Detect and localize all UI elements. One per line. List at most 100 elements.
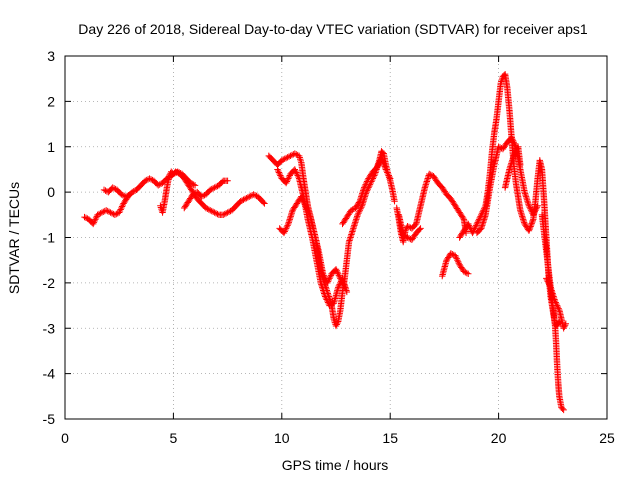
data-point [341, 284, 348, 291]
data-point [319, 270, 327, 277]
data-point [283, 178, 291, 185]
data-point [355, 210, 362, 217]
data-point [546, 282, 554, 290]
data-point [146, 175, 153, 182]
data-point [123, 192, 131, 200]
data-point [107, 209, 114, 216]
data-point [208, 207, 215, 215]
data-point [356, 207, 364, 214]
data-point [382, 166, 390, 173]
data-point [102, 207, 110, 214]
data-point [561, 322, 569, 329]
data-point [545, 279, 552, 287]
data-point [324, 279, 331, 287]
data-point [363, 178, 371, 185]
data-point [281, 155, 288, 163]
data-point [224, 177, 231, 184]
data-point [285, 153, 293, 160]
data-point [383, 167, 390, 175]
data-point [358, 204, 365, 211]
data-point [113, 210, 120, 218]
data-point [562, 320, 570, 327]
data-point [118, 191, 125, 198]
data-point [349, 206, 356, 213]
data-point [472, 222, 480, 229]
data-point [295, 173, 302, 181]
data-point [297, 157, 304, 165]
data-point [212, 183, 220, 191]
data-point [362, 181, 369, 188]
data-point [360, 184, 368, 191]
data-point [465, 270, 472, 277]
data-point [340, 282, 348, 290]
chart-title: Day 226 of 2018, Sidereal Day-to-day VTE… [78, 21, 588, 37]
data-point [187, 179, 194, 187]
data-point [208, 185, 215, 193]
data-point [560, 325, 567, 332]
data-point [214, 210, 221, 218]
data-point [207, 207, 214, 214]
data-point [119, 191, 127, 199]
data-point [462, 269, 469, 276]
data-point [391, 198, 398, 205]
data-point [334, 319, 341, 327]
data-point [426, 170, 433, 178]
data-point [384, 170, 392, 178]
y-tick-label: -1 [43, 230, 56, 246]
data-point [284, 176, 291, 184]
data-point [116, 209, 123, 216]
data-point [333, 321, 340, 328]
data-point [100, 186, 108, 194]
data-point [463, 269, 471, 277]
data-point [380, 160, 387, 167]
data-point [298, 194, 306, 202]
x-tick-label: 5 [170, 430, 178, 446]
data-point [298, 193, 305, 200]
data-point [209, 208, 217, 215]
data-point [427, 171, 434, 178]
data-point [509, 135, 516, 143]
data-point [278, 157, 285, 164]
data-point [459, 214, 467, 222]
data-point [293, 151, 300, 158]
y-tick-label: 3 [47, 48, 55, 64]
data-point [282, 179, 290, 187]
data-point [470, 226, 478, 234]
data-point [454, 258, 462, 265]
data-point [545, 281, 553, 288]
data-point [347, 207, 355, 214]
data-point [301, 201, 309, 208]
data-point [417, 225, 424, 232]
data-point [170, 170, 177, 178]
data-point [280, 229, 288, 237]
data-point [175, 169, 183, 176]
data-point [209, 185, 217, 192]
data-point [104, 207, 111, 215]
data-point [95, 210, 103, 218]
data-point [363, 179, 370, 187]
data-point [364, 176, 371, 184]
y-tick-label: -5 [43, 411, 56, 427]
data-point [387, 175, 394, 182]
data-point [287, 152, 294, 160]
data-point [381, 163, 388, 170]
data-point [221, 210, 228, 218]
data-point [322, 294, 330, 302]
data-point [125, 191, 132, 199]
data-point [247, 192, 254, 200]
data-point [354, 211, 361, 219]
x-tick-label: 15 [382, 430, 398, 446]
data-point [246, 193, 253, 200]
data-point [285, 173, 293, 181]
data-point [300, 198, 307, 205]
data-point [191, 182, 199, 189]
data-point [517, 161, 524, 169]
data-point [544, 278, 551, 285]
data-point [404, 234, 411, 241]
data-point [473, 220, 481, 228]
data-point [335, 272, 343, 279]
data-point [374, 162, 382, 169]
data-point [543, 276, 551, 284]
data-point [237, 198, 244, 205]
data-point [110, 185, 118, 192]
